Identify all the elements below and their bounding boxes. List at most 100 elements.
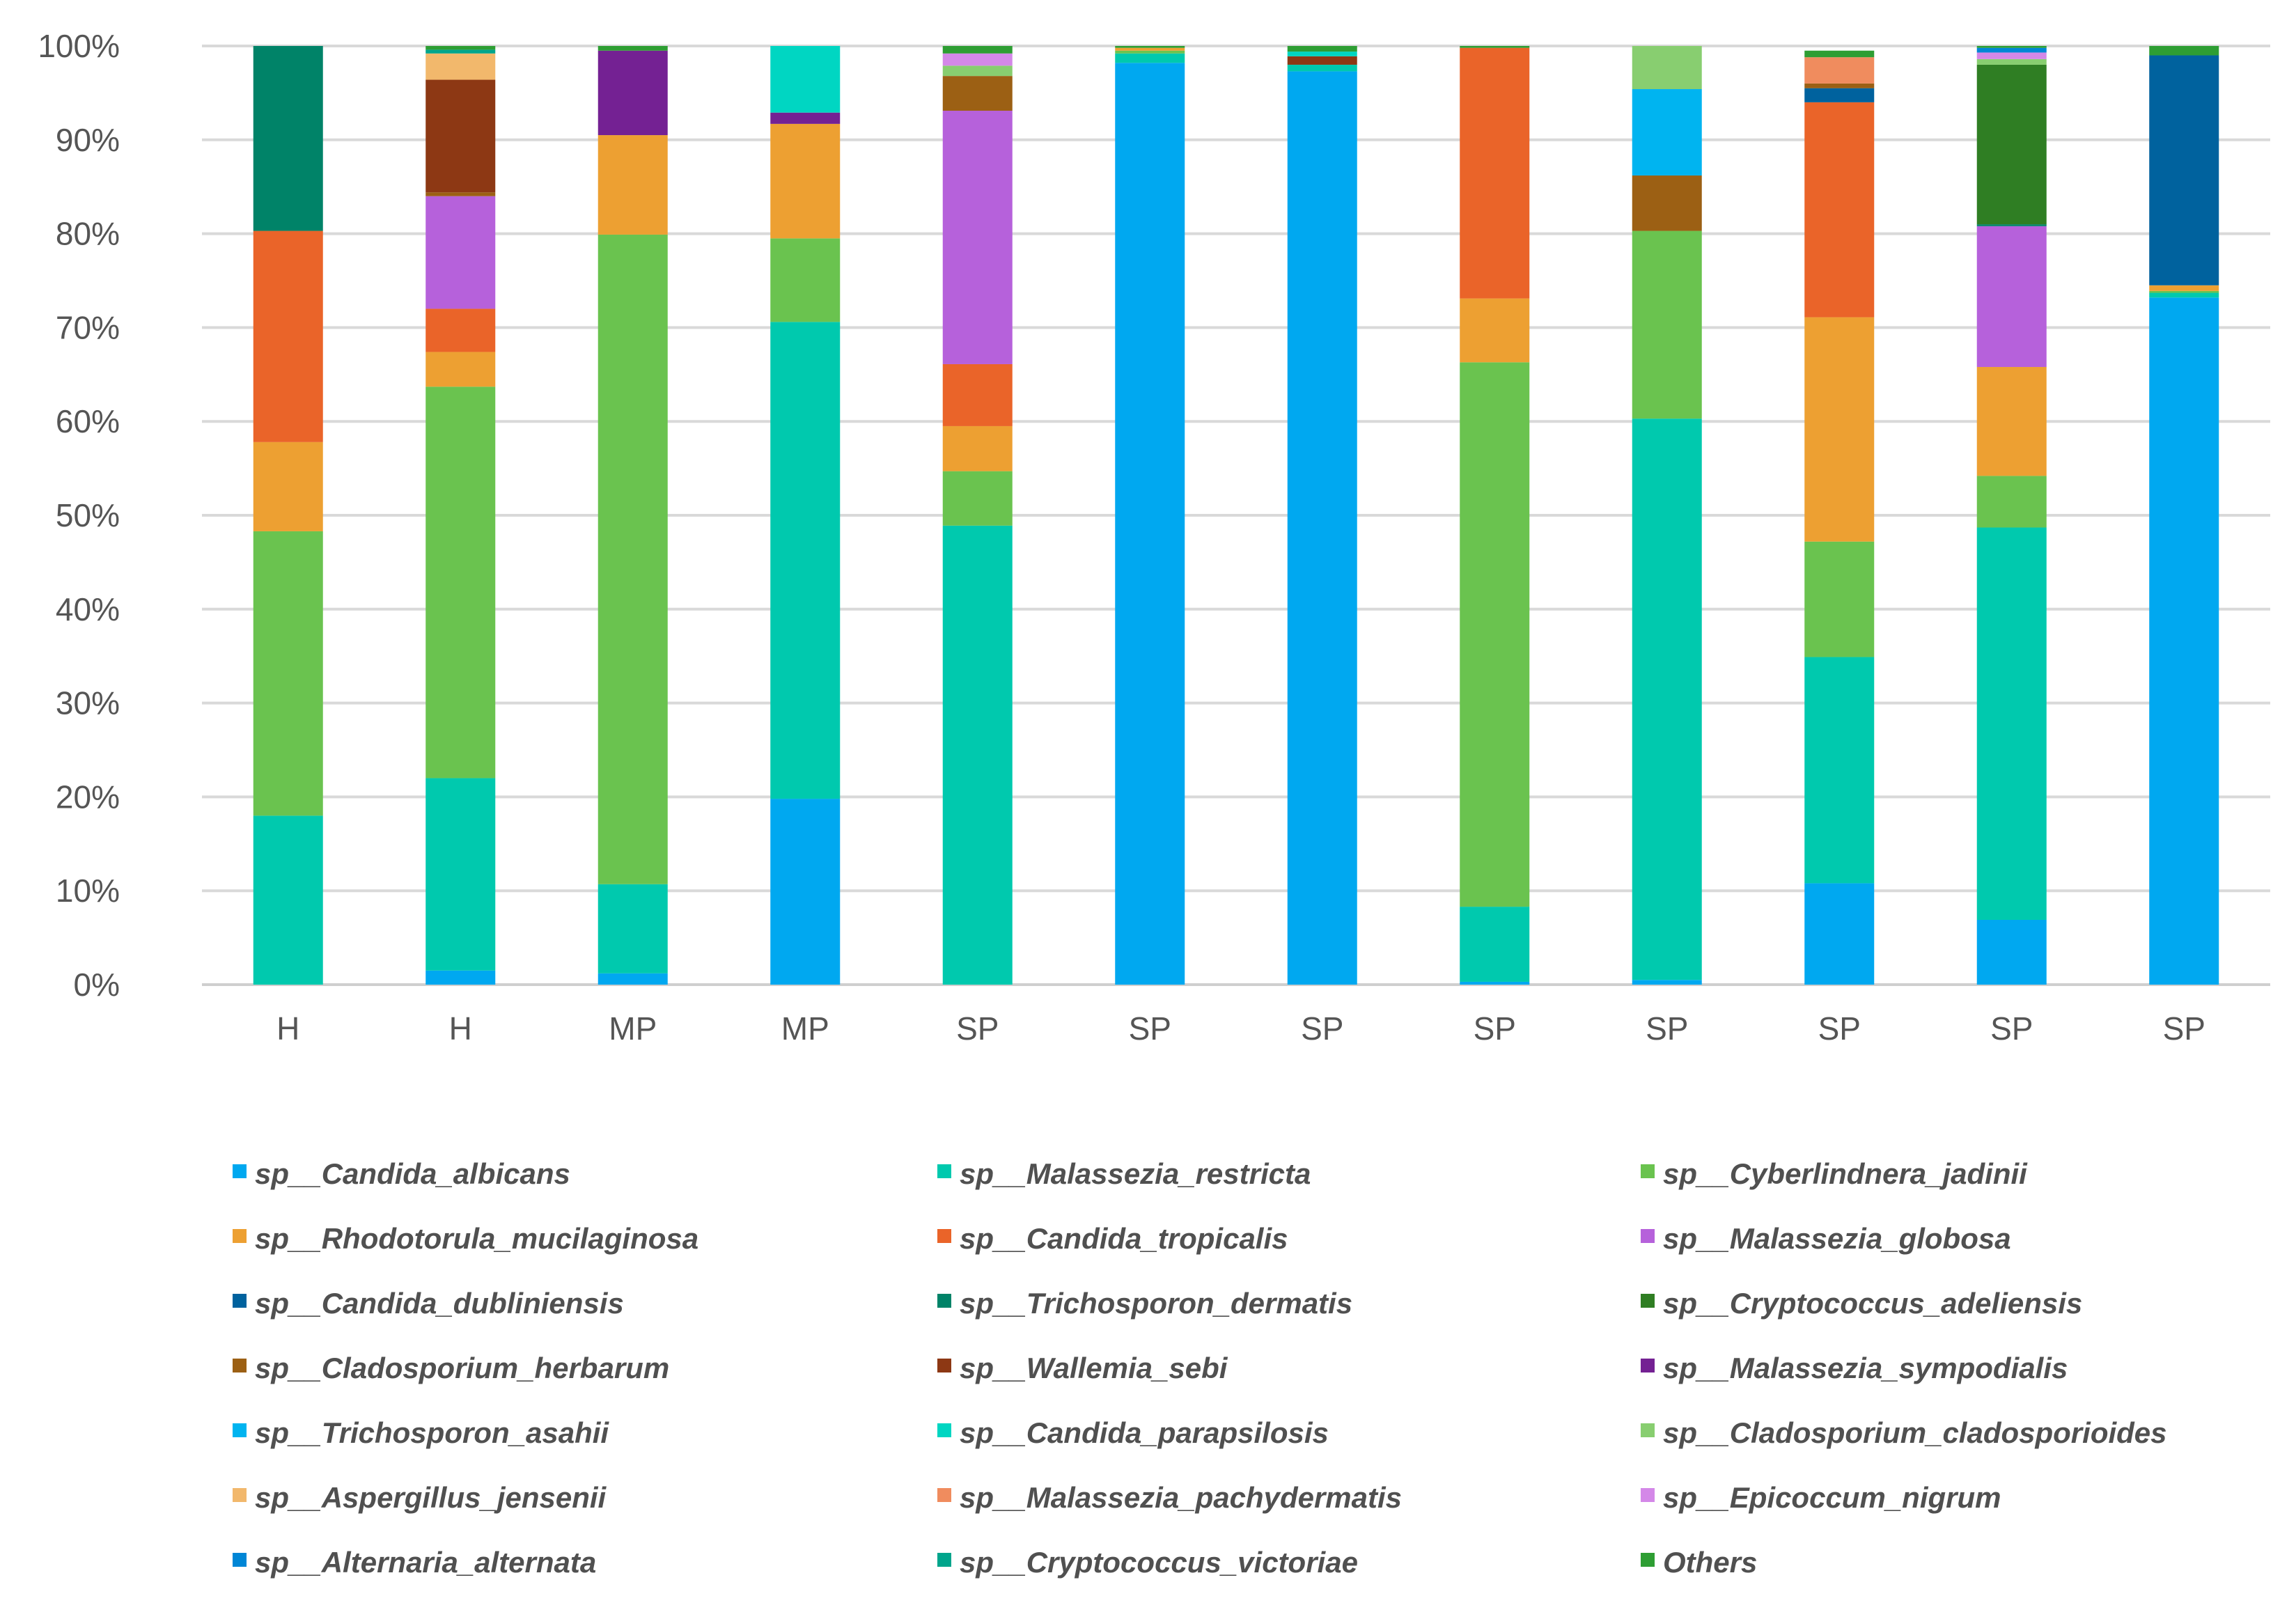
bar-segment	[770, 322, 841, 799]
x-tick-label: SP	[1474, 1010, 1516, 1047]
bar-segment	[1976, 46, 2047, 48]
legend-label: sp__Malassezia_globosa	[1663, 1222, 2011, 1255]
legend-swatch	[1641, 1294, 1655, 1308]
bar-segment	[425, 970, 496, 985]
bar-segment	[1632, 46, 1702, 90]
legend-swatch	[937, 1164, 951, 1178]
x-tick-label: SP	[1646, 1010, 1688, 1047]
bar-segment	[770, 799, 841, 985]
bar-segment	[425, 308, 496, 352]
x-tick-label: SP	[956, 1010, 999, 1047]
bar-segment	[770, 112, 841, 124]
legend-label: sp__Malassezia_pachydermatis	[960, 1481, 1402, 1514]
x-tick-label: SP	[1990, 1010, 2033, 1047]
bar-segment	[253, 815, 323, 985]
legend-swatch	[233, 1229, 247, 1243]
bar-segment	[425, 79, 496, 193]
bar-segment	[598, 973, 668, 985]
legend-swatch	[233, 1164, 247, 1178]
legend-swatch	[1641, 1553, 1655, 1567]
bar-segment	[1976, 476, 2047, 528]
legend-swatch	[937, 1488, 951, 1502]
x-tick-label: SP	[1818, 1010, 1861, 1047]
bar-segment	[1804, 102, 1875, 318]
y-tick-label: 40%	[56, 591, 120, 627]
bar-segment	[1804, 88, 1875, 102]
bar-segment	[770, 123, 841, 239]
bar-segment	[1287, 71, 1357, 985]
bar-segment	[2149, 46, 2219, 56]
legend-swatch	[233, 1294, 247, 1308]
legend-label: sp__Candida_parapsilosis	[960, 1416, 1329, 1449]
bar-segment	[942, 471, 1013, 526]
bar-segment	[425, 196, 496, 309]
bar-segment	[1976, 58, 2047, 65]
x-tick-label: MP	[781, 1010, 829, 1047]
legend-label: sp__Candida_albicans	[255, 1157, 570, 1190]
bar-segment	[1115, 50, 1185, 54]
legend-swatch	[1641, 1488, 1655, 1502]
legend-swatch	[937, 1423, 951, 1437]
legend-swatch	[1641, 1229, 1655, 1243]
bar-segment	[1460, 362, 1530, 907]
bar-segment	[598, 234, 668, 884]
x-tick-label: SP	[1301, 1010, 1343, 1047]
bar-segment	[942, 65, 1013, 77]
bar-segment	[1115, 46, 1185, 48]
x-tick-label: SP	[2163, 1010, 2205, 1047]
bar-segment	[1460, 47, 1530, 299]
x-tick-label: H	[276, 1010, 299, 1047]
bar-segment	[1976, 47, 2047, 53]
bar-segment	[425, 49, 496, 54]
y-axis-ticks: 0% 10% 20% 30% 40% 50% 60% 70% 80% 90% 100%	[38, 28, 120, 1003]
x-tick-label: MP	[609, 1010, 657, 1047]
y-tick-label: 10%	[56, 873, 120, 909]
y-tick-label: 70%	[56, 309, 120, 345]
legend-swatch	[937, 1229, 951, 1243]
legend-label: sp__Aspergillus_jensenii	[255, 1481, 607, 1514]
bar-segment	[2149, 285, 2219, 291]
legend-label: sp__Cryptococcus_adeliensis	[1663, 1287, 2082, 1320]
bar-segment	[1976, 224, 2047, 226]
bar-segment	[1804, 541, 1875, 657]
gridlines	[202, 45, 2270, 986]
bar-segment	[1460, 298, 1530, 363]
bar-segment	[2149, 55, 2219, 286]
bar-segment	[425, 46, 496, 50]
bar-segment	[2149, 297, 2219, 985]
legend-swatch	[233, 1553, 247, 1567]
bar-segment	[425, 192, 496, 196]
bar-segment	[425, 53, 496, 80]
bar-segment	[598, 46, 668, 51]
y-tick-label: 80%	[56, 216, 120, 252]
bar-segment	[425, 386, 496, 779]
bar-segment	[942, 363, 1013, 426]
x-tick-label: H	[449, 1010, 472, 1047]
bar-segment	[942, 425, 1013, 471]
bar-segment	[253, 46, 323, 231]
bar-segment	[253, 531, 323, 816]
y-tick-label: 60%	[56, 403, 120, 439]
bar-segment	[1804, 83, 1875, 88]
bar-segment	[770, 238, 841, 322]
legend-label: sp__Candida_dubliniensis	[255, 1287, 624, 1320]
legend-swatch	[233, 1488, 247, 1502]
bar-segment	[2149, 292, 2219, 298]
legend-swatch	[233, 1423, 247, 1437]
bar-segment	[942, 525, 1013, 985]
legend: sp__Candida_albicans sp__Malassezia_restr…	[233, 1157, 2167, 1579]
legend-label: sp__Cladosporium_cladosporioides	[1663, 1416, 2167, 1449]
legend-label: sp__Rhodotorula_mucilaginosa	[255, 1222, 698, 1255]
bar-segment	[1804, 317, 1875, 542]
legend-swatch	[1641, 1164, 1655, 1178]
legend-swatch	[937, 1553, 951, 1567]
y-tick-label: 100%	[38, 28, 120, 64]
bar-segment	[253, 230, 323, 442]
legend-label: sp__Alternaria_alternata	[255, 1546, 596, 1579]
bar-segment	[1976, 527, 2047, 920]
bar-segment	[942, 76, 1013, 111]
legend-swatch	[1641, 1359, 1655, 1372]
bar-segment	[1976, 919, 2047, 985]
legend-label: sp__Epicoccum_nigrum	[1663, 1481, 2001, 1514]
